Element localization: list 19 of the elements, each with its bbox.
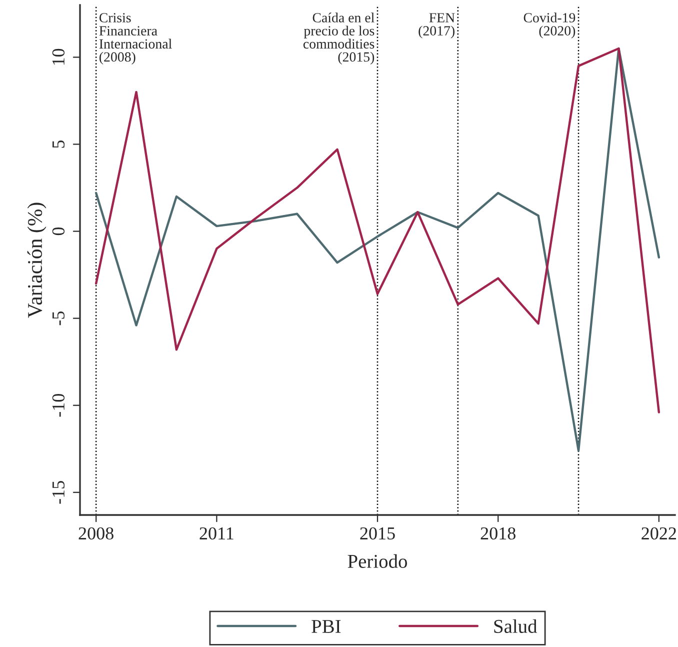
y-tick-label: -15 bbox=[52, 481, 65, 504]
y-tick-label: -5 bbox=[52, 311, 65, 326]
legend-label: PBI bbox=[312, 620, 341, 633]
x-tick-label: 2015 bbox=[360, 527, 395, 540]
ref-line-label: FEN (2017) bbox=[418, 13, 455, 38]
x-axis-title: Periodo bbox=[348, 554, 408, 568]
x-tick-label: 2018 bbox=[480, 527, 516, 540]
x-tick-label: 2022 bbox=[642, 527, 676, 540]
y-tick-label: 10 bbox=[52, 48, 65, 65]
ref-line-label: Crisis Financiera Internacional (2008) bbox=[99, 13, 172, 64]
x-tick-label: 2011 bbox=[200, 527, 234, 540]
y-tick-label: 5 bbox=[52, 140, 65, 148]
ref-line-label: Covid-19 (2020) bbox=[524, 12, 576, 38]
y-tick-label: -10 bbox=[52, 394, 65, 417]
y-axis-title: Variación (%) bbox=[27, 202, 46, 318]
y-tick-label: 0 bbox=[52, 227, 65, 236]
legend-label: Salud bbox=[494, 619, 538, 634]
x-tick-label: 2008 bbox=[78, 527, 114, 540]
ref-line-label: Caída en el precio de los commodities (2015) bbox=[303, 12, 374, 64]
